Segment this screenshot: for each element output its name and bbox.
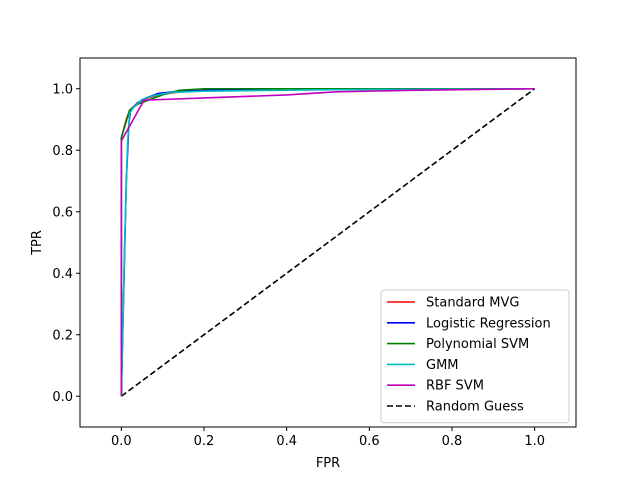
y-tick-label: 0.4 xyxy=(52,267,73,282)
legend: Standard MVG Logistic Regression Polynomia… xyxy=(381,290,569,423)
legend-label-standard-mvg: Standard MVG xyxy=(426,296,519,311)
x-tick-label: 0.4 xyxy=(276,434,297,449)
y-tick-label: 0.0 xyxy=(52,390,73,405)
legend-label-logistic-regression: Logistic Regression xyxy=(426,316,551,331)
x-tick-label: 0.6 xyxy=(359,434,380,449)
legend-label-random-guess: Random Guess xyxy=(426,400,524,415)
y-tick-label: 0.8 xyxy=(52,144,73,159)
x-tick-label: 0.8 xyxy=(442,434,463,449)
legend-label-gmm: GMM xyxy=(426,358,459,373)
y-tick-label: 1.0 xyxy=(52,82,73,97)
y-axis-label: TPR xyxy=(30,230,45,256)
x-tick-label: 1.0 xyxy=(524,434,545,449)
x-axis-label: FPR xyxy=(316,456,340,471)
legend-label-rbf-svm: RBF SVM xyxy=(426,379,484,394)
x-tick-label: 0.2 xyxy=(194,434,215,449)
legend-label-polynomial-svm: Polynomial SVM xyxy=(426,337,529,352)
y-tick-label: 0.2 xyxy=(52,328,73,343)
y-tick-label: 0.6 xyxy=(52,205,73,220)
x-tick-label: 0.0 xyxy=(111,434,132,449)
